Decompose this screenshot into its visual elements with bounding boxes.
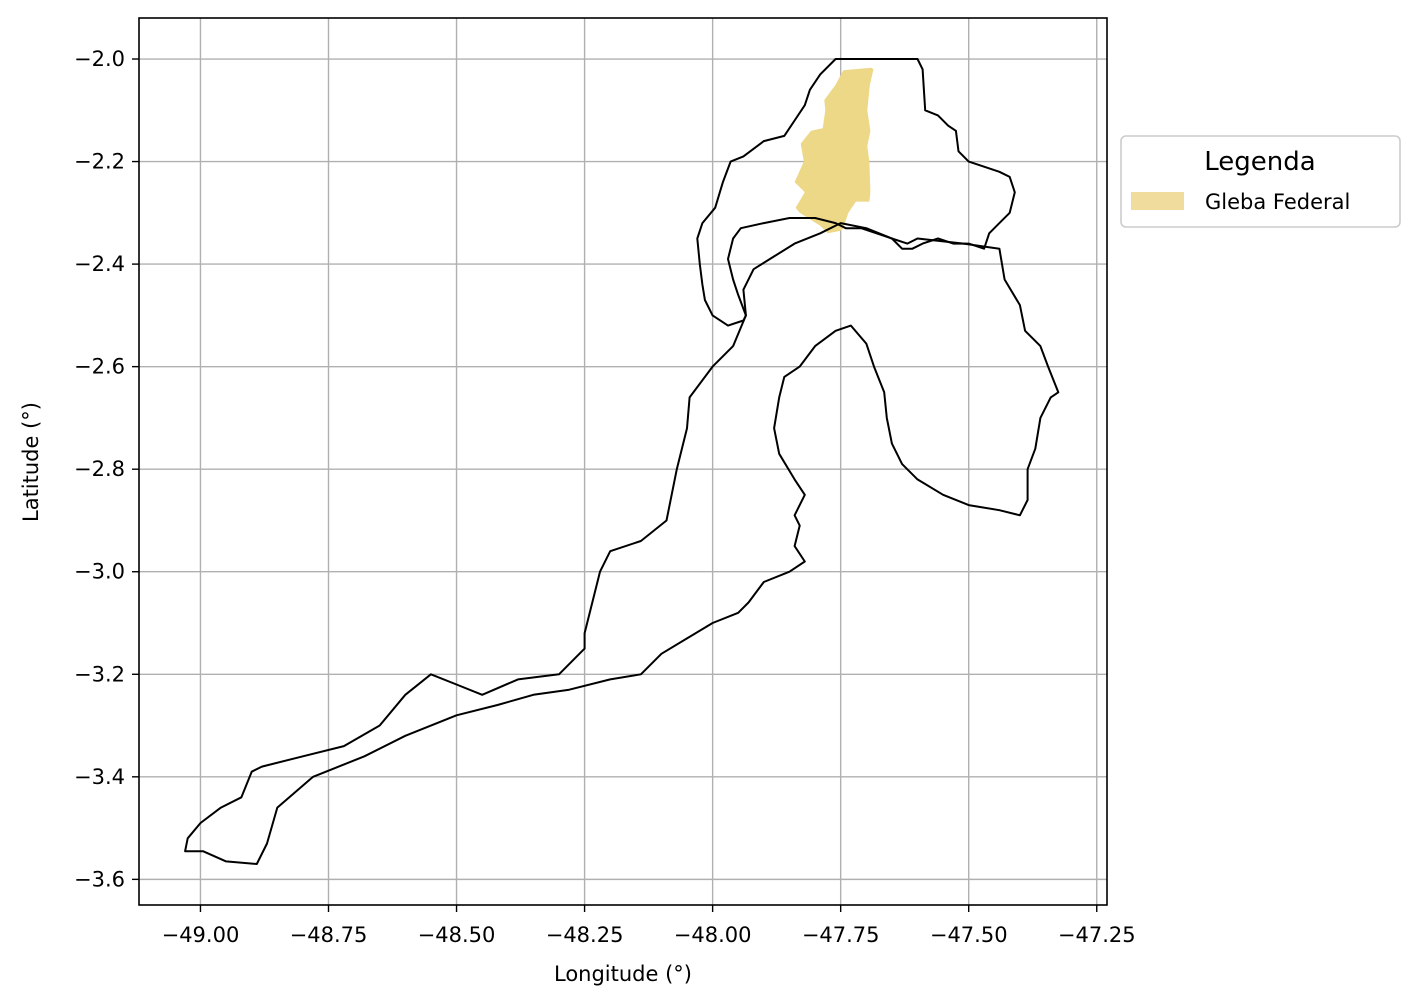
x-axis-ticks: −49.00 −48.75 −48.50 −48.25 −48.00 −47.75 −47.… <box>162 905 1136 947</box>
gleba-federal-layer <box>794 67 874 234</box>
legend: Legenda Gleba Federal <box>1120 135 1401 228</box>
legend-box <box>1120 135 1401 228</box>
legend-swatch-gleba-federal <box>1131 192 1184 210</box>
y-tick-label: −2.4 <box>74 252 125 276</box>
legend-title: Legenda <box>1204 147 1315 177</box>
y-tick-label: −3.6 <box>74 867 125 891</box>
plot-frame <box>138 17 1108 906</box>
region-boundary <box>184 222 1060 865</box>
x-tick-label: −48.25 <box>546 923 624 947</box>
y-tick-label: −2.8 <box>74 457 125 481</box>
x-tick-label: −47.75 <box>802 923 880 947</box>
legend-label-gleba-federal: Gleba Federal <box>1205 190 1350 214</box>
x-tick-label: −47.50 <box>930 923 1008 947</box>
y-tick-label: −2.0 <box>74 47 125 71</box>
x-tick-label: −47.25 <box>1058 923 1136 947</box>
x-tick-label: −48.75 <box>290 923 368 947</box>
x-axis-title: Longitude (°) <box>554 962 692 986</box>
y-tick-label: −3.4 <box>74 765 125 789</box>
region-boundary <box>696 58 1016 327</box>
y-tick-label: −2.2 <box>74 150 125 174</box>
y-tick-label: −3.2 <box>74 662 125 686</box>
x-tick-label: −48.50 <box>418 923 496 947</box>
x-tick-label: −49.00 <box>162 923 240 947</box>
y-axis-ticks: −2.0 −2.2 −2.4 −2.6 −2.8 −3.0 −3.2 −3.4 −3.6 <box>74 47 139 891</box>
y-tick-label: −2.6 <box>74 355 125 379</box>
grid-lines <box>139 18 1107 905</box>
y-tick-label: −3.0 <box>74 560 125 584</box>
x-tick-label: −48.00 <box>674 923 752 947</box>
region-boundaries-layer <box>184 58 1060 865</box>
y-axis-title: Latitude (°) <box>19 402 43 522</box>
gleba-federal-polygon <box>794 67 874 234</box>
